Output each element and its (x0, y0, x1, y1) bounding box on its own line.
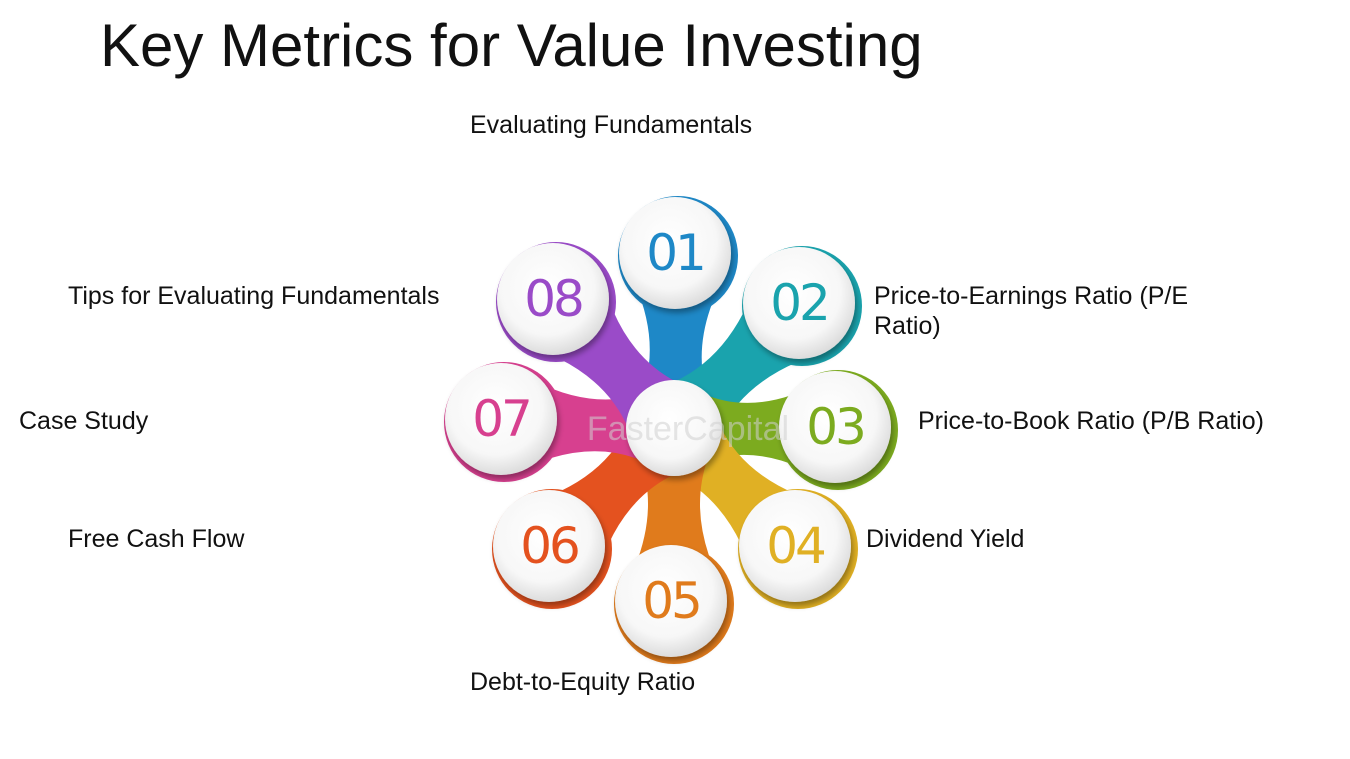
label-dividend-yield: Dividend Yield (866, 525, 1025, 553)
disc-face-04 (739, 490, 851, 602)
disc-face-01 (619, 197, 731, 309)
disc-06: 06 (493, 490, 605, 602)
label-case-study: Case Study (19, 407, 149, 435)
disc-08: 08 (497, 243, 609, 355)
disc-02: 02 (743, 247, 855, 359)
number-05: 05 (642, 572, 700, 630)
disc-04: 04 (739, 490, 851, 602)
number-04: 04 (766, 517, 824, 575)
disc-face-02 (743, 247, 855, 359)
disc-face-06 (493, 490, 605, 602)
number-03: 03 (806, 398, 864, 456)
number-01: 01 (646, 224, 704, 282)
number-02: 02 (770, 274, 828, 332)
disc-face-07 (445, 363, 557, 475)
disc-05: 05 (615, 545, 727, 657)
label-free-cash-flow: Free Cash Flow (68, 525, 245, 553)
number-06: 06 (520, 517, 578, 575)
number-07: 07 (472, 390, 530, 448)
label-evaluating-fundamentals: Evaluating Fundamentals (470, 111, 753, 139)
center-disc-face (626, 380, 722, 476)
disc-01: 01 (619, 197, 731, 309)
page-title: Key Metrics for Value Investing (100, 12, 923, 79)
disc-face-03 (779, 371, 891, 483)
number-08: 08 (524, 270, 582, 328)
center-hub (626, 380, 722, 476)
disc-face-05 (615, 545, 727, 657)
disc-03: 03 (779, 371, 891, 483)
watermark-text: FasterCapital (587, 410, 789, 448)
disc-07: 07 (445, 363, 557, 475)
label-debt-to-equity: Debt-to-Equity Ratio (470, 668, 696, 696)
label-pb-ratio: Price-to-Book Ratio (P/B Ratio) (918, 407, 1264, 435)
label-tips: Tips for Evaluating Fundamentals (68, 282, 440, 310)
disc-face-08 (497, 243, 609, 355)
number-discs: 01 02 03 04 05 06 07 08 (445, 197, 891, 657)
label-pe-ratio: Price-to-Earnings Ratio (P/E Ratio) (874, 282, 1189, 340)
